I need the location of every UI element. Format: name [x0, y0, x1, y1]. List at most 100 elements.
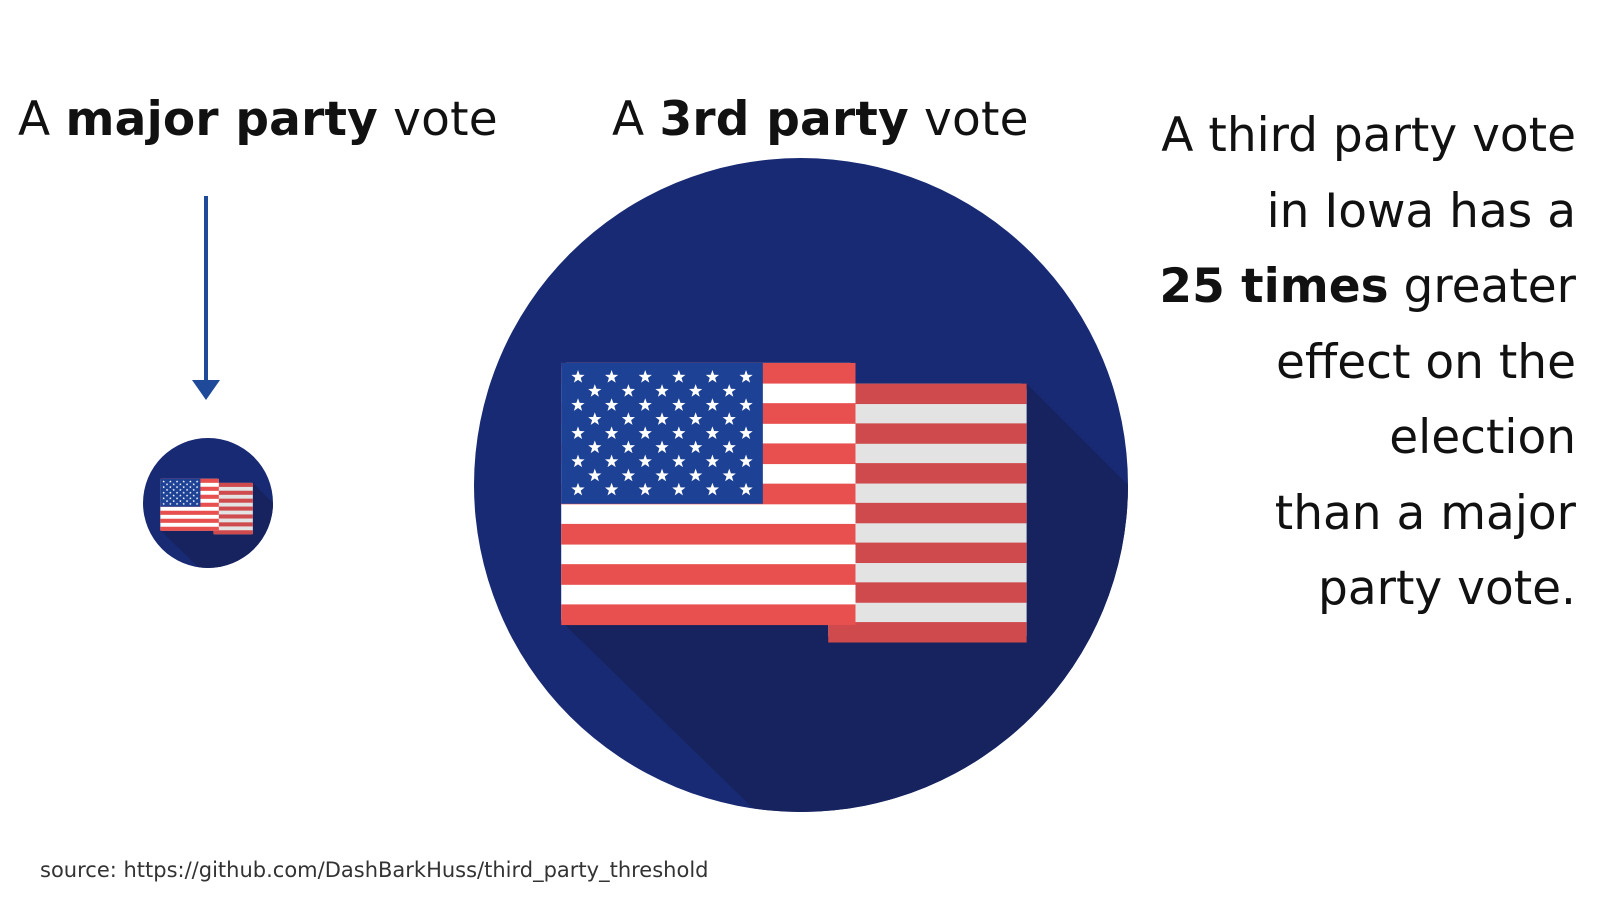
flag-star	[722, 384, 736, 397]
flag-front-stripe	[561, 604, 856, 626]
claim-line-4: effect on the	[1275, 334, 1576, 390]
flag-star	[588, 384, 602, 397]
flag-star	[705, 398, 720, 411]
flag-star	[192, 494, 196, 497]
claim-line-6: than a major	[1274, 485, 1576, 541]
flag-star	[705, 482, 720, 496]
flag-star	[185, 482, 189, 486]
flag-star	[672, 426, 686, 439]
flag-back-stripe	[828, 502, 1027, 524]
third-heading-bold: 3rd party	[659, 92, 909, 147]
flag-front-stripe	[160, 510, 219, 515]
flag-star	[179, 488, 182, 492]
flag-star	[571, 398, 585, 411]
flag-star	[172, 494, 176, 497]
flag-star	[179, 482, 182, 486]
flag-star	[588, 468, 602, 482]
flag-star	[185, 499, 189, 503]
flag-star	[621, 440, 636, 454]
flag-star	[169, 502, 172, 506]
flag-star	[604, 370, 619, 383]
flag-star	[195, 480, 199, 483]
flag-star	[571, 426, 585, 439]
flag-star	[195, 491, 199, 494]
flag-back-stripe	[213, 506, 253, 511]
major-heading-prefix: A	[18, 92, 66, 147]
major-heading-suffix: vote	[377, 92, 498, 147]
flag-star	[175, 480, 179, 483]
flag-star	[165, 494, 169, 497]
flag-back-stripe	[828, 622, 1027, 643]
flag-back-stripe	[213, 530, 253, 535]
flag-star	[169, 496, 172, 500]
flag-back-stripe	[213, 490, 253, 495]
flag-star	[169, 480, 172, 483]
flag-star	[655, 384, 669, 397]
flag-star	[739, 454, 753, 468]
major-heading-bold: major party	[65, 92, 378, 147]
claim-line-3: 25 times greater	[1016, 249, 1576, 325]
flag-star	[672, 454, 686, 468]
flag-star	[189, 480, 192, 483]
flag-star	[182, 480, 186, 483]
flag-star	[638, 398, 652, 411]
flag-star	[162, 485, 165, 489]
flag-front-stripe	[160, 526, 219, 531]
flag-star	[621, 412, 636, 425]
flag-star	[162, 496, 165, 500]
major-party-heading: A major party vote	[18, 88, 498, 152]
claim-line-3-rest: greater	[1388, 259, 1576, 314]
comparison-claim: A third party vote in Iowa has a 25 time…	[1016, 98, 1576, 627]
flag-star	[195, 485, 199, 489]
flag-star	[182, 485, 186, 489]
source-citation: source: https://github.com/DashBarkHuss/…	[40, 858, 709, 882]
flag-star	[571, 370, 585, 383]
flag-star	[169, 491, 172, 494]
flag-star	[689, 468, 703, 482]
flag-star	[182, 496, 186, 500]
flag-star	[189, 496, 192, 500]
flag-star	[638, 370, 652, 383]
third-heading-prefix: A	[612, 92, 660, 147]
flag-star	[172, 499, 176, 503]
flag-star	[655, 440, 669, 454]
flag-star	[705, 454, 720, 468]
flag-star	[638, 482, 652, 496]
flag-star	[722, 440, 736, 454]
flag-star	[588, 440, 602, 454]
flag-star	[185, 494, 189, 497]
flag-canton	[561, 362, 763, 504]
flag-star	[638, 426, 652, 439]
flag-back-stripe	[213, 514, 253, 519]
flag-back-stripe	[828, 383, 1027, 405]
flag-star	[604, 454, 619, 468]
flag-star	[722, 468, 736, 482]
claim-line-1: A third party vote	[1161, 108, 1576, 163]
flag-star	[175, 491, 179, 494]
flag-back-stripe	[213, 498, 253, 503]
flag-star	[739, 426, 753, 439]
small-flag-circle	[143, 438, 273, 568]
flag-star	[604, 482, 619, 496]
flag-back-stripe	[828, 542, 1027, 564]
flag-star	[655, 468, 669, 482]
flag-star	[621, 468, 636, 482]
flag-star	[189, 502, 192, 506]
flag-star	[571, 482, 585, 496]
flag-star	[189, 491, 192, 494]
claim-line-7: party vote.	[1318, 561, 1576, 616]
flag-back-stripe	[213, 522, 253, 527]
flag-canton	[160, 478, 201, 507]
claim-line-5: election	[1389, 410, 1576, 465]
flag-star	[162, 491, 165, 494]
flag-star	[638, 454, 652, 468]
third-heading-suffix: vote	[908, 92, 1029, 147]
large-flag-circle	[474, 158, 1128, 812]
claim-line-2: in Iowa has a	[1266, 183, 1576, 239]
flag-front-stripe	[561, 523, 856, 545]
flag-star	[192, 482, 196, 486]
flag-star	[179, 494, 182, 497]
flag-star	[604, 398, 619, 411]
flag-star	[588, 412, 602, 425]
